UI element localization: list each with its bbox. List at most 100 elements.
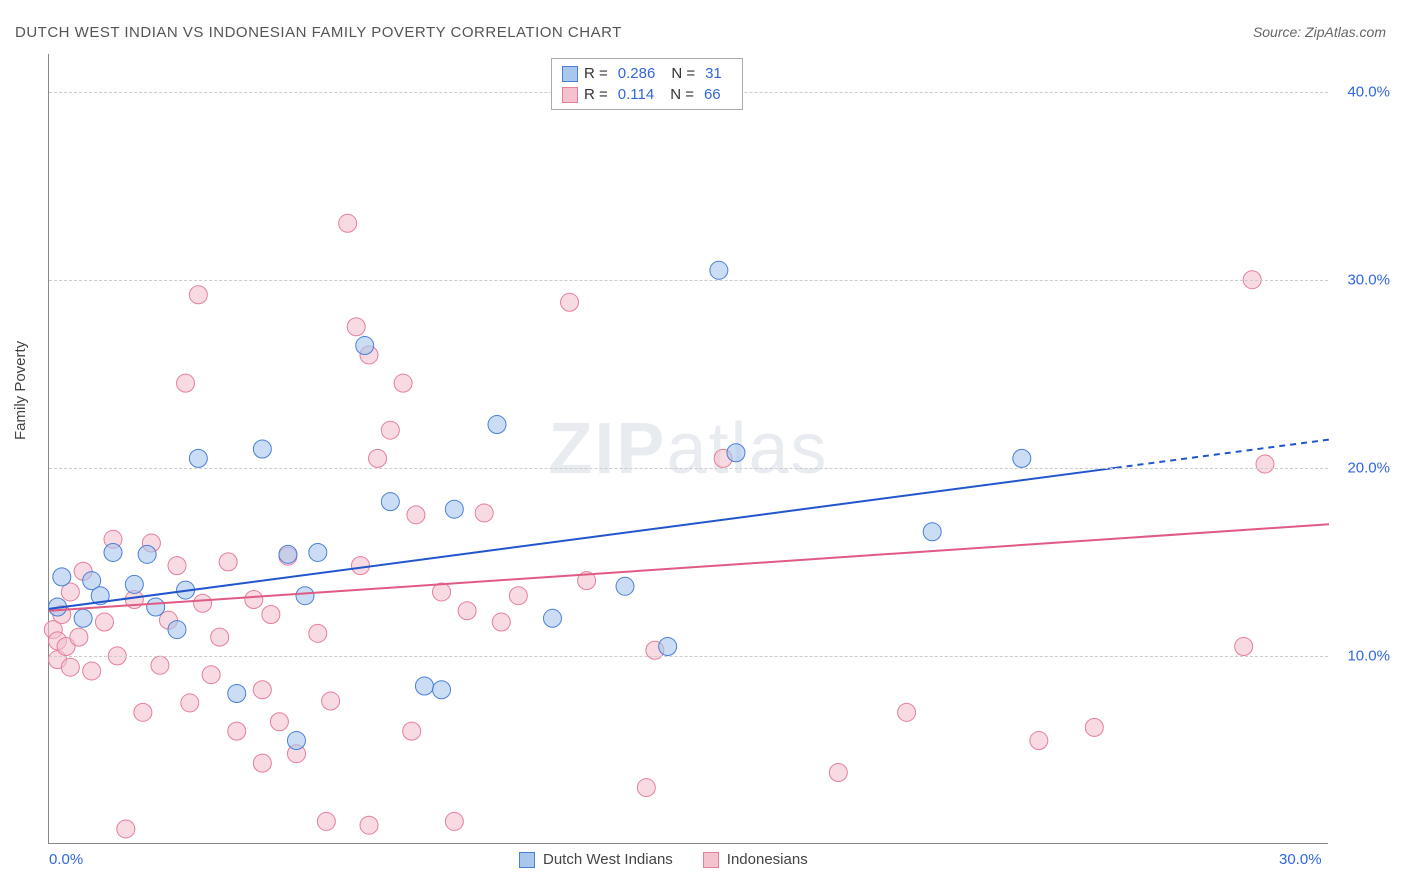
data-point [727, 444, 745, 462]
data-point [415, 677, 433, 695]
series-name-1: Indonesians [727, 851, 808, 868]
data-point [74, 609, 92, 627]
x-tick-label: 30.0% [1279, 851, 1322, 868]
data-point [104, 543, 122, 561]
data-point [168, 621, 186, 639]
trend-line [49, 524, 1329, 611]
data-point [458, 602, 476, 620]
data-point [322, 692, 340, 710]
grid-line [49, 280, 1328, 281]
data-point [262, 606, 280, 624]
r-label: R = [584, 65, 608, 82]
n-value-0: 31 [705, 65, 722, 82]
swatch-series-1 [562, 87, 578, 103]
data-point [360, 816, 378, 834]
data-point [70, 628, 88, 646]
y-tick-label: 30.0% [1347, 271, 1390, 288]
data-point [219, 553, 237, 571]
swatch-bottom-0 [519, 852, 535, 868]
x-tick-label: 0.0% [49, 851, 83, 868]
data-point [228, 722, 246, 740]
data-point [369, 449, 387, 467]
data-point [296, 587, 314, 605]
n-value-1: 66 [704, 86, 721, 103]
plot-svg [49, 54, 1328, 843]
data-point [253, 681, 271, 699]
data-point [492, 613, 510, 631]
y-tick-label: 40.0% [1347, 83, 1390, 100]
data-point [83, 662, 101, 680]
y-tick-label: 10.0% [1347, 647, 1390, 664]
data-point [509, 587, 527, 605]
legend-item-1: Indonesians [703, 851, 808, 868]
data-point [488, 416, 506, 434]
data-point [659, 638, 677, 656]
trend-line-dash [1116, 440, 1329, 468]
r-value-1: 0.114 [618, 86, 654, 103]
data-point [309, 624, 327, 642]
data-point [1256, 455, 1274, 473]
data-point [1013, 449, 1031, 467]
data-point [134, 703, 152, 721]
data-point [61, 658, 79, 676]
data-point [475, 504, 493, 522]
r-label: R = [584, 86, 608, 103]
data-point [151, 656, 169, 674]
data-point [923, 523, 941, 541]
source-label: Source: ZipAtlas.com [1253, 24, 1386, 40]
data-point [1235, 638, 1253, 656]
data-point [147, 598, 165, 616]
y-axis-label: Family Poverty [12, 341, 29, 440]
series-name-0: Dutch West Indians [543, 851, 673, 868]
data-point [189, 286, 207, 304]
data-point [138, 545, 156, 563]
data-point [445, 500, 463, 518]
data-point [407, 506, 425, 524]
data-point [202, 666, 220, 684]
data-point [317, 812, 335, 830]
data-point [177, 374, 195, 392]
data-point [245, 590, 263, 608]
data-point [394, 374, 412, 392]
data-point [125, 575, 143, 593]
data-point [181, 694, 199, 712]
swatch-series-0 [562, 66, 578, 82]
data-point [168, 557, 186, 575]
data-point [270, 713, 288, 731]
data-point [194, 594, 212, 612]
grid-line [49, 656, 1328, 657]
grid-line [49, 468, 1328, 469]
data-point [403, 722, 421, 740]
data-point [287, 732, 305, 750]
legend-row-series-1: R = 0.114 N = 66 [562, 84, 732, 105]
data-point [253, 440, 271, 458]
data-point [616, 577, 634, 595]
data-point [347, 318, 365, 336]
data-point [543, 609, 561, 627]
correlation-legend: R = 0.286 N = 31 R = 0.114 N = 66 [551, 58, 743, 110]
data-point [53, 568, 71, 586]
data-point [189, 449, 207, 467]
data-point [356, 337, 374, 355]
data-point [381, 421, 399, 439]
data-point [561, 293, 579, 311]
data-point [279, 545, 297, 563]
plot-area: ZIPatlas R = 0.286 N = 31 R = 0.114 N = … [48, 54, 1328, 844]
r-value-0: 0.286 [618, 65, 656, 82]
data-point [117, 820, 135, 838]
data-point [351, 557, 369, 575]
data-point [637, 779, 655, 797]
legend-item-0: Dutch West Indians [519, 851, 673, 868]
data-point [710, 261, 728, 279]
data-point [95, 613, 113, 631]
n-label: N = [670, 86, 694, 103]
data-point [1085, 718, 1103, 736]
data-point [339, 214, 357, 232]
data-point [898, 703, 916, 721]
data-point [381, 493, 399, 511]
data-point [253, 754, 271, 772]
data-point [829, 764, 847, 782]
legend-row-series-0: R = 0.286 N = 31 [562, 63, 732, 84]
data-point [228, 685, 246, 703]
series-legend: Dutch West Indians Indonesians [519, 851, 808, 868]
